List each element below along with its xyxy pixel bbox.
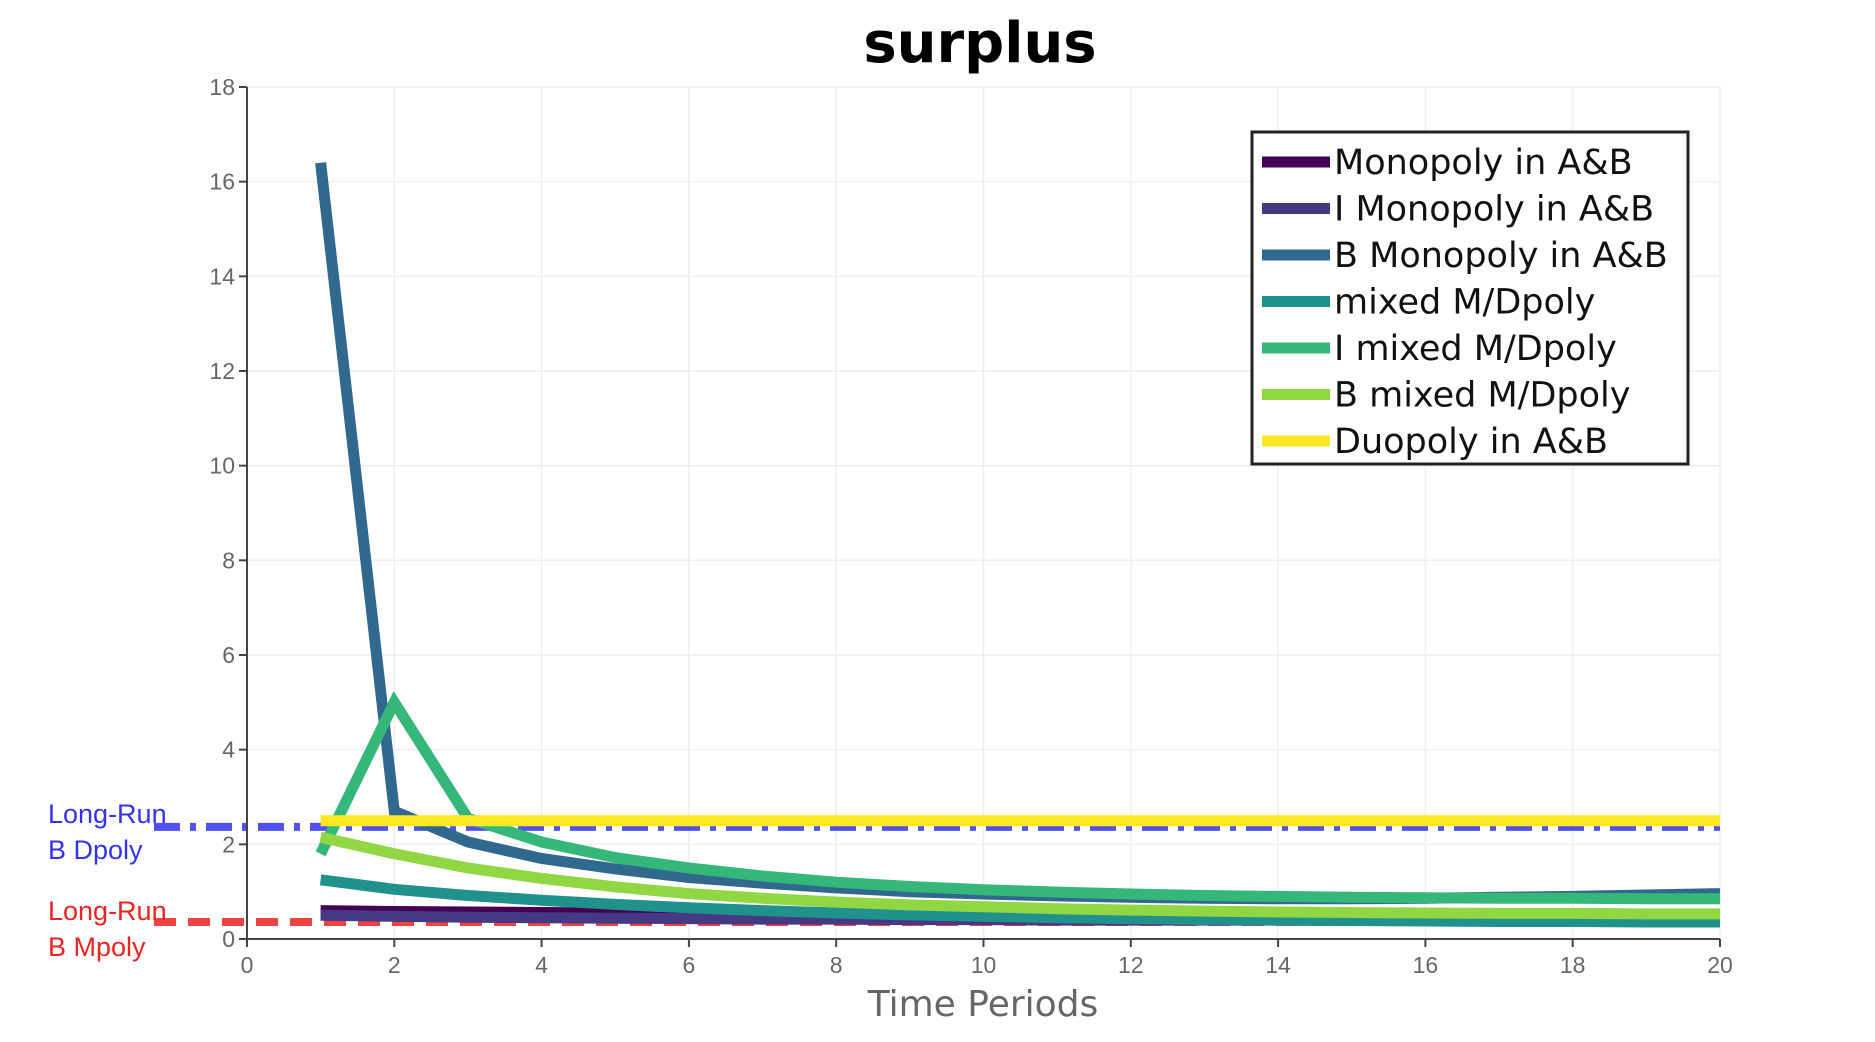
- reference-label-line1: Long-Run: [48, 896, 167, 926]
- data-series: [315, 162, 1721, 928]
- series-line: [315, 691, 1720, 905]
- y-tick-label: 12: [209, 358, 235, 384]
- legend-entry-label: Duopoly in A&B: [1334, 422, 1608, 462]
- x-tick-label: 6: [683, 952, 696, 978]
- x-tick-label: 20: [1707, 952, 1733, 978]
- legend-entry-label: I mixed M/Dpoly: [1334, 329, 1617, 369]
- x-tick-label: 4: [535, 952, 548, 978]
- series-line: [319, 874, 1720, 928]
- y-tick-label: 16: [209, 169, 235, 195]
- legend: Monopoly in A&B I Monopoly in A&B B Monopo…: [1250, 130, 1690, 466]
- reference-label-line1: Long-Run: [48, 799, 167, 829]
- tick-labels: 0 2 4 6 8 10 12 14 16 18 20 0 2 4 6 8 10 12 14 16 18: [209, 74, 1732, 978]
- x-tick-label: 2: [388, 952, 401, 978]
- y-tick-label: 18: [209, 74, 235, 100]
- y-tick-label: 2: [222, 831, 235, 857]
- x-tick-label: 18: [1560, 952, 1586, 978]
- x-axis-label: Time Periods: [867, 984, 1099, 1025]
- x-tick-label: 14: [1265, 952, 1291, 978]
- reference-label-line2: B Mpoly: [48, 932, 146, 962]
- x-tick-label: 10: [971, 952, 997, 978]
- legend-entry-label: I Monopoly in A&B: [1334, 190, 1654, 230]
- x-tick-label: 12: [1118, 952, 1144, 978]
- x-tick-label: 0: [241, 952, 254, 978]
- legend-entry-label: B Monopoly in A&B: [1334, 236, 1668, 276]
- y-tick-label: 8: [222, 547, 235, 573]
- x-tick-label: 8: [830, 952, 843, 978]
- legend-entry-label: mixed M/Dpoly: [1334, 283, 1595, 323]
- y-tick-label: 6: [222, 642, 235, 668]
- axes: [239, 86, 1721, 947]
- x-tick-label: 16: [1413, 952, 1439, 978]
- reference-label-line2: B Dpoly: [48, 835, 143, 865]
- y-tick-label: 4: [222, 737, 235, 763]
- chart-title: surplus: [863, 11, 1096, 76]
- y-tick-label: 0: [222, 926, 235, 952]
- y-tick-label: 10: [209, 453, 235, 479]
- legend-entry-label: Monopoly in A&B: [1334, 143, 1633, 183]
- y-tick-label: 14: [209, 263, 235, 289]
- legend-entry-label: B mixed M/Dpoly: [1334, 376, 1630, 416]
- series-line: [319, 831, 1720, 920]
